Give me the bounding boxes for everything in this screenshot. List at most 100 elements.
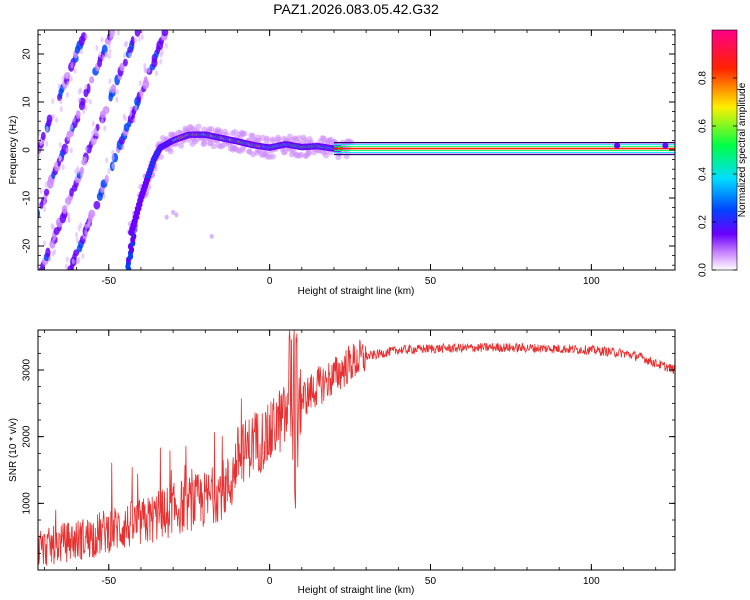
spectrogram-y-tick-label-0: -20 (22, 238, 33, 253)
alias-halo-blob (67, 212, 71, 219)
alias-trace-blob (24, 174, 30, 184)
alias-halo-blob (100, 118, 104, 125)
alias-halo-blob (45, 126, 49, 133)
alias-halo-blob (55, 116, 59, 123)
alias-halo-blob (31, 218, 34, 224)
alias-halo-blob (77, 97, 81, 104)
alias-halo-blob (147, 67, 151, 74)
alias-halo-blob (134, 37, 138, 44)
colorbar-tick-label-3: 0.6 (698, 119, 709, 133)
alias-trace-blob (143, 76, 148, 84)
alias-trace-blob (80, 32, 87, 42)
alias-halo-blob (154, 70, 158, 77)
alias-halo-blob (64, 263, 68, 270)
alias-halo-blob (77, 256, 81, 263)
alias-halo-blob (143, 63, 147, 70)
spectrogram-x-label: Height of straight line (km) (298, 286, 415, 297)
alias-halo-blob (66, 201, 70, 208)
alias-halo-blob (44, 181, 48, 188)
alias-halo-blob (134, 104, 138, 111)
alias-trace-blob (45, 247, 51, 258)
colorbar-tick-label-0: 0.0 (698, 263, 709, 277)
spectrogram-x-ticks: -50 0 50 100 (44, 30, 657, 287)
alias-halo-blob (70, 62, 74, 69)
alias-trace-blob (93, 200, 101, 210)
alias-trace-blob (86, 83, 91, 94)
alias-halo-blob (33, 226, 36, 232)
alias-trace-blob (161, 30, 169, 37)
alias-halo-blob (71, 258, 75, 265)
carrier-blob-1 (662, 142, 669, 149)
alias-trace-blob (110, 84, 117, 93)
alias-trace-blob (14, 196, 20, 205)
alias-halo-blob (51, 239, 55, 246)
alias-trace-blob (13, 200, 19, 210)
alias-halo-blob (107, 42, 111, 49)
snr-series-line (38, 330, 675, 566)
alias-halo-blob (39, 188, 43, 195)
alias-halo-blob (51, 98, 55, 105)
alias-halo-blob (12, 189, 15, 195)
alias-halo-blob (138, 80, 142, 87)
alias-halo-blob (38, 130, 41, 137)
ridge-halo-blob (167, 148, 174, 155)
alias-halo-blob (79, 222, 83, 229)
spectrogram-y-tick-label-3: 10 (22, 96, 33, 108)
alias-halo-blob (121, 144, 125, 151)
alias-halo-blob (93, 127, 97, 134)
alias-halo-blob (123, 115, 127, 122)
ridge-halo-blob (305, 150, 312, 157)
snr-frame (37, 329, 676, 571)
alias-halo-blob (132, 117, 136, 124)
alias-trace-blob (134, 30, 141, 37)
alias-halo-blob (17, 206, 20, 212)
alias-halo-blob (66, 80, 70, 87)
alias-halo-blob (80, 48, 84, 55)
alias-halo-blob (85, 97, 89, 104)
snr-x-tick-label-2: 50 (425, 576, 437, 587)
carrier-band-row-2 (333, 146, 675, 148)
alias-halo-blob (65, 147, 69, 154)
alias-halo-blob (50, 222, 54, 229)
alias-trace-blob (14, 261, 21, 271)
alias-halo-blob (58, 141, 62, 148)
alias-halo-blob (91, 130, 95, 137)
alias-halo-blob (12, 198, 15, 204)
alias-trace-blob (38, 155, 39, 160)
alias-trace-blob (8, 214, 12, 222)
ridge-halo-blob (178, 142, 185, 149)
ridge-halo-blob (241, 130, 248, 137)
alias-trace-blob (88, 209, 96, 219)
snr-x-label: Height of straight line (km) (298, 585, 415, 596)
alias-trace-blob (17, 257, 23, 267)
alias-halo-blob (54, 161, 58, 168)
alias-trace-blob (28, 162, 34, 171)
alias-halo-blob (123, 41, 127, 48)
alias-trace-blob (29, 227, 35, 235)
alias-halo-blob (105, 174, 109, 181)
alias-halo-blob (116, 30, 120, 36)
colorbar-tick-label-1: 0.2 (698, 215, 709, 229)
alias-halo-blob (84, 156, 88, 163)
stray-dot-0 (171, 209, 176, 215)
snr-x-tick-label-0: -50 (102, 576, 117, 587)
carrier-band-row-5 (333, 151, 675, 153)
alias-trace-blob (23, 180, 28, 188)
alias-halo-blob (27, 169, 30, 175)
spectrogram-y-label: Frequency (Hz) (8, 116, 19, 185)
alias-halo-blob (74, 168, 78, 175)
alias-halo-blob (140, 93, 144, 100)
snr-panel: -50 0 50 100 1000 2000 3000 Height of straigh… (8, 329, 676, 596)
alias-trace-blob (40, 131, 46, 141)
alias-halo-blob (137, 35, 141, 42)
alias-halo-blob (111, 149, 115, 156)
carrier-band-row-4 (333, 150, 675, 151)
alias-halo-blob (108, 48, 112, 55)
alias-halo-blob (82, 108, 86, 115)
alias-trace-blob (0, 235, 4, 244)
snr-x-ticks: -50 0 50 100 (44, 330, 657, 587)
alias-trace-blob (6, 218, 11, 227)
colorbar-tick-label-2: 0.4 (698, 167, 709, 181)
ridge-halo-blob (269, 153, 276, 160)
alias-halo-blob (42, 240, 46, 247)
